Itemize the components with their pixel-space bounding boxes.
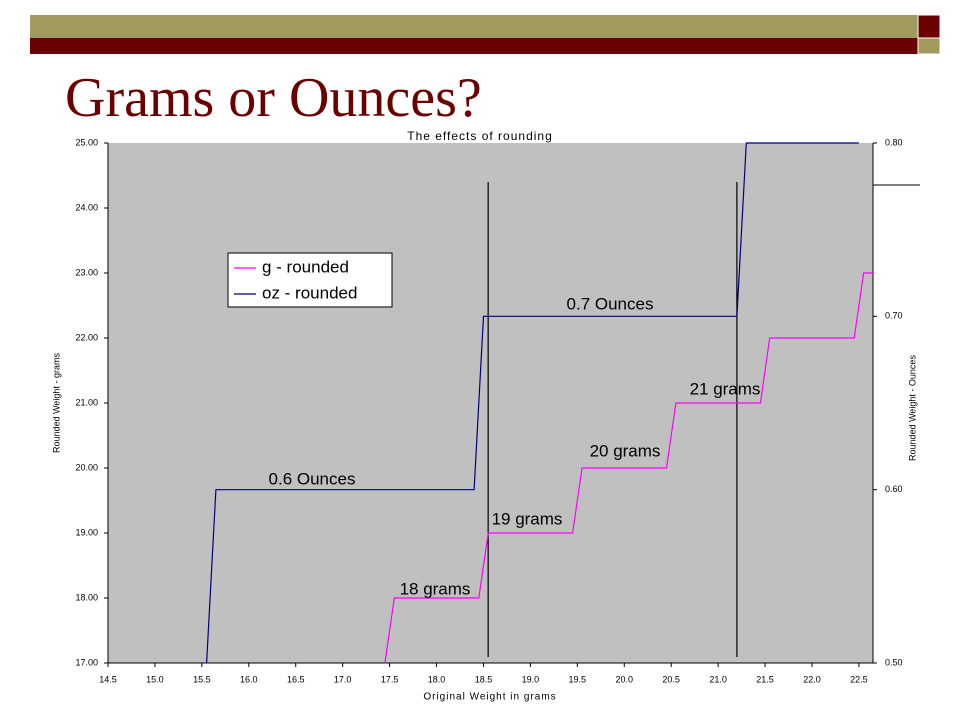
y2-tick-label: 0.50 (885, 657, 903, 667)
y-tick-label: 21.00 (75, 397, 98, 407)
y2-tick-label: 0.60 (885, 484, 903, 494)
chart-area (873, 130, 920, 707)
annotation: 18 grams (400, 579, 471, 598)
corner-square (917, 37, 941, 55)
x-tick-label: 22.0 (803, 674, 821, 684)
legend-label: oz - rounded (262, 283, 357, 302)
y-tick-label: 23.00 (75, 267, 98, 277)
y2-tick-label: 0.70 (885, 311, 903, 321)
x-tick-label: 18.5 (475, 674, 493, 684)
series-line (206, 142, 859, 664)
y-tick-label: 20.00 (75, 462, 98, 472)
y2-axis-title: Rounded Weight - Ounces (907, 355, 917, 461)
top-bar (30, 38, 918, 54)
x-axis-title: Original Weight in grams (423, 692, 556, 703)
x-tick-label: 17.5 (381, 674, 399, 684)
x-tick-label: 15.5 (193, 674, 211, 684)
annotation: 19 grams (492, 509, 563, 528)
slide-title: Grams or Ounces? (65, 67, 482, 129)
x-tick-label: 20.0 (615, 674, 633, 684)
x-tick-label: 17.0 (334, 674, 352, 684)
y-tick-label: 25.00 (75, 137, 98, 147)
annotation: 0.7 Ounces (567, 294, 654, 313)
x-tick-label: 20.5 (662, 674, 680, 684)
x-tick-label: 14.5 (99, 674, 117, 684)
y-tick-label: 19.00 (75, 527, 98, 537)
top-bar (30, 15, 918, 38)
x-tick-label: 21.5 (756, 674, 774, 684)
x-tick-label: 16.5 (287, 674, 305, 684)
y2-tick-label: 0.80 (885, 137, 903, 147)
annotation: 21 grams (690, 379, 761, 398)
y-tick-label: 17.00 (75, 657, 98, 667)
corner-square (917, 14, 941, 39)
y-tick-label: 24.00 (75, 202, 98, 212)
y-axis-title: Rounded Weight - grams (51, 353, 61, 453)
annotation: 20 grams (590, 441, 661, 460)
x-tick-label: 15.0 (146, 674, 164, 684)
x-tick-label: 18.0 (428, 674, 446, 684)
y-tick-label: 18.00 (75, 592, 98, 602)
y-tick-label: 22.00 (75, 332, 98, 342)
x-tick-label: 19.5 (569, 674, 587, 684)
x-tick-label: 16.0 (240, 674, 258, 684)
annotation: 0.6 Ounces (269, 469, 356, 488)
x-tick-label: 22.5 (850, 674, 868, 684)
legend-label: g - rounded (262, 257, 349, 276)
series-line (384, 272, 873, 664)
x-tick-label: 19.0 (522, 674, 540, 684)
chart-title: The effects of rounding (407, 129, 553, 143)
legend (227, 252, 393, 308)
x-tick-label: 21.0 (709, 674, 727, 684)
